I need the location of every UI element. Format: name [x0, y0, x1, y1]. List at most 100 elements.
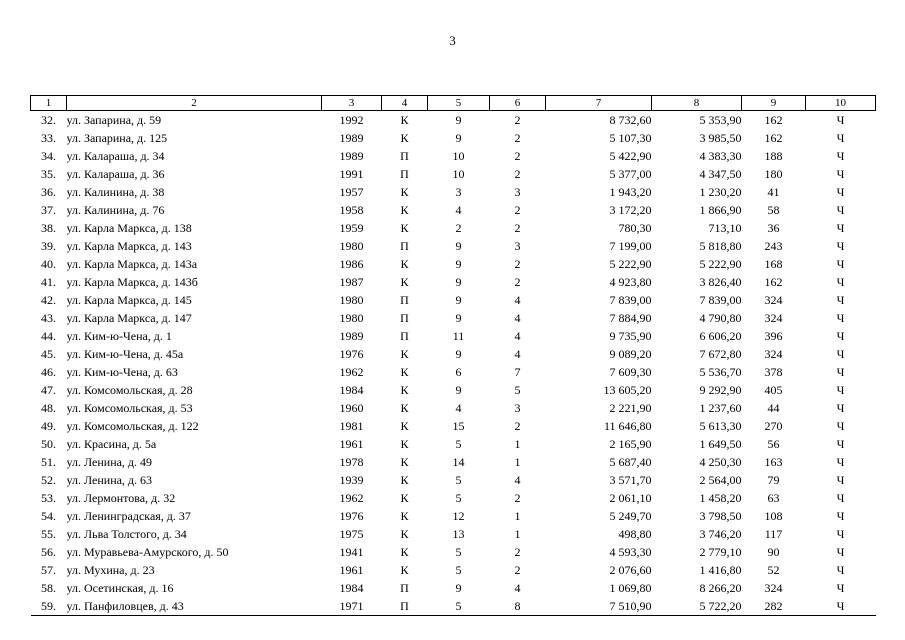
- cell: 2: [514, 275, 521, 289]
- buildings-table: 1 2 3 4 5 6 7 8 9 10 32. ул. Запарина, д. 59 1992 К 9…: [30, 95, 876, 616]
- cell: П: [400, 311, 409, 325]
- cell: 405: [764, 383, 783, 397]
- cell: 780,30: [618, 221, 652, 235]
- cell: 8 732,60: [609, 113, 652, 127]
- table-row: 53. ул. Лермонтова, д. 32 1962 К 5 2 2 061,10 1…: [31, 489, 876, 507]
- cell: 9: [455, 131, 462, 145]
- cell: 2: [514, 167, 521, 181]
- table-row: 46. ул. Ким-ю-Чена, д. 63 1962 К 6 7 7 609,30 5…: [31, 363, 876, 381]
- cell: 51.: [41, 455, 56, 469]
- cell: Ч: [836, 365, 845, 379]
- cell: 5 222,90: [609, 257, 652, 271]
- cell: 1980: [339, 311, 364, 325]
- cell: 1986: [339, 257, 364, 271]
- table-row: 56. ул. Муравьева-Амурского, д. 50 1941 К 5 2…: [31, 543, 876, 561]
- cell: ул. Калинина, д. 76: [66, 203, 165, 217]
- cell: 180: [764, 167, 783, 181]
- cell: 40.: [41, 257, 56, 271]
- cell: 270: [764, 419, 783, 433]
- cell: 3: [514, 401, 521, 415]
- cell: 396: [764, 329, 783, 343]
- cell: Ч: [836, 131, 845, 145]
- cell: 5: [455, 545, 462, 559]
- cell: 58: [767, 203, 780, 217]
- cell: 5 422,90: [609, 149, 652, 163]
- cell: 52.: [41, 473, 56, 487]
- cell: 3 826,40: [699, 275, 742, 289]
- cell: 7 839,00: [699, 293, 742, 307]
- cell: 3 746,20: [699, 527, 742, 541]
- cell: 10: [452, 167, 465, 181]
- cell: 2: [514, 221, 521, 235]
- cell: 162: [764, 113, 783, 127]
- cell: 11 646,80: [603, 419, 652, 433]
- cell: К: [400, 401, 409, 415]
- cell: 59.: [30, 597, 67, 616]
- cell: 12: [452, 509, 465, 523]
- cell: ул. Запарина, д. 59: [66, 113, 162, 127]
- cell: 1975: [339, 527, 364, 541]
- table-row: 59. ул. Панфиловцев, д. 43 1971 П 5 8 7 510,90…: [30, 597, 876, 616]
- cell: 38.: [41, 221, 56, 235]
- cell: 4 347,50: [699, 167, 742, 181]
- cell: 3: [514, 239, 521, 253]
- cell: Ч: [836, 347, 845, 361]
- cell: 8: [489, 597, 546, 616]
- cell: 2 076,60: [609, 563, 652, 577]
- cell: 1941: [339, 545, 364, 559]
- cell: Ч: [836, 491, 845, 505]
- cell: 713,10: [708, 221, 742, 235]
- cell: 4 790,80: [699, 311, 742, 325]
- table-row: 38. ул. Карла Маркса, д. 138 1959 К 2 2 780,30…: [31, 219, 876, 237]
- cell: Ч: [836, 401, 845, 415]
- cell: 46.: [41, 365, 56, 379]
- cell: ул. Ленинградская, д. 37: [66, 509, 191, 523]
- cell: 9: [455, 347, 462, 361]
- cell: К: [400, 131, 409, 145]
- cell: 41.: [41, 275, 56, 289]
- cell: 53.: [41, 491, 56, 505]
- cell: 10: [452, 149, 465, 163]
- cell: 162: [764, 131, 783, 145]
- cell: 1989: [339, 329, 364, 343]
- cell: К: [400, 455, 409, 469]
- cell: П: [400, 167, 409, 181]
- cell: П: [400, 149, 409, 163]
- cell: К: [400, 545, 409, 559]
- cell: 9: [455, 113, 462, 127]
- cell: 9 735,90: [609, 329, 652, 343]
- cell: 4: [514, 329, 521, 343]
- table-row: 36. ул. Калинина, д. 38 1957 К 3 3 1 943,20 1 2…: [31, 183, 876, 201]
- table-row: 41. ул. Карла Маркса, д. 143б 1987 К 9 2 4 923…: [31, 273, 876, 291]
- cell: 1: [514, 437, 521, 451]
- cell: К: [400, 563, 409, 577]
- table-row: 57. ул. Мухина, д. 23 1961 К 5 2 2 076,60 1 416…: [31, 561, 876, 579]
- cell: 188: [764, 149, 783, 163]
- cell: 5 722,20: [651, 597, 742, 616]
- cell: ул. Осетинская, д. 16: [66, 581, 174, 595]
- cell: 5: [427, 597, 490, 616]
- cell: 1958: [339, 203, 364, 217]
- cell: К: [400, 347, 409, 361]
- cell: 4: [455, 401, 462, 415]
- cell: 1 069,80: [609, 581, 652, 595]
- cell: 282: [741, 597, 806, 616]
- cell: 7 884,90: [609, 311, 652, 325]
- cell: Ч: [836, 311, 845, 325]
- cell: 2: [514, 149, 521, 163]
- column-header: 3: [321, 95, 382, 111]
- table-row: 47. ул. Комсомольская, д. 28 1984 К 9 5 13 605…: [31, 381, 876, 399]
- cell: 45.: [41, 347, 56, 361]
- cell: ул. Комсомольская, д. 53: [66, 401, 193, 415]
- cell: 44.: [41, 329, 56, 343]
- cell: Ч: [836, 527, 845, 541]
- cell: ул. Ким-ю-Чена, д. 1: [66, 329, 172, 343]
- cell: Ч: [836, 437, 845, 451]
- cell: Ч: [836, 203, 845, 217]
- cell: 2: [514, 563, 521, 577]
- cell: П: [400, 293, 409, 307]
- cell: 1984: [339, 383, 364, 397]
- cell: Ч: [836, 383, 845, 397]
- column-header: 2: [66, 95, 322, 111]
- cell: 32.: [41, 113, 56, 127]
